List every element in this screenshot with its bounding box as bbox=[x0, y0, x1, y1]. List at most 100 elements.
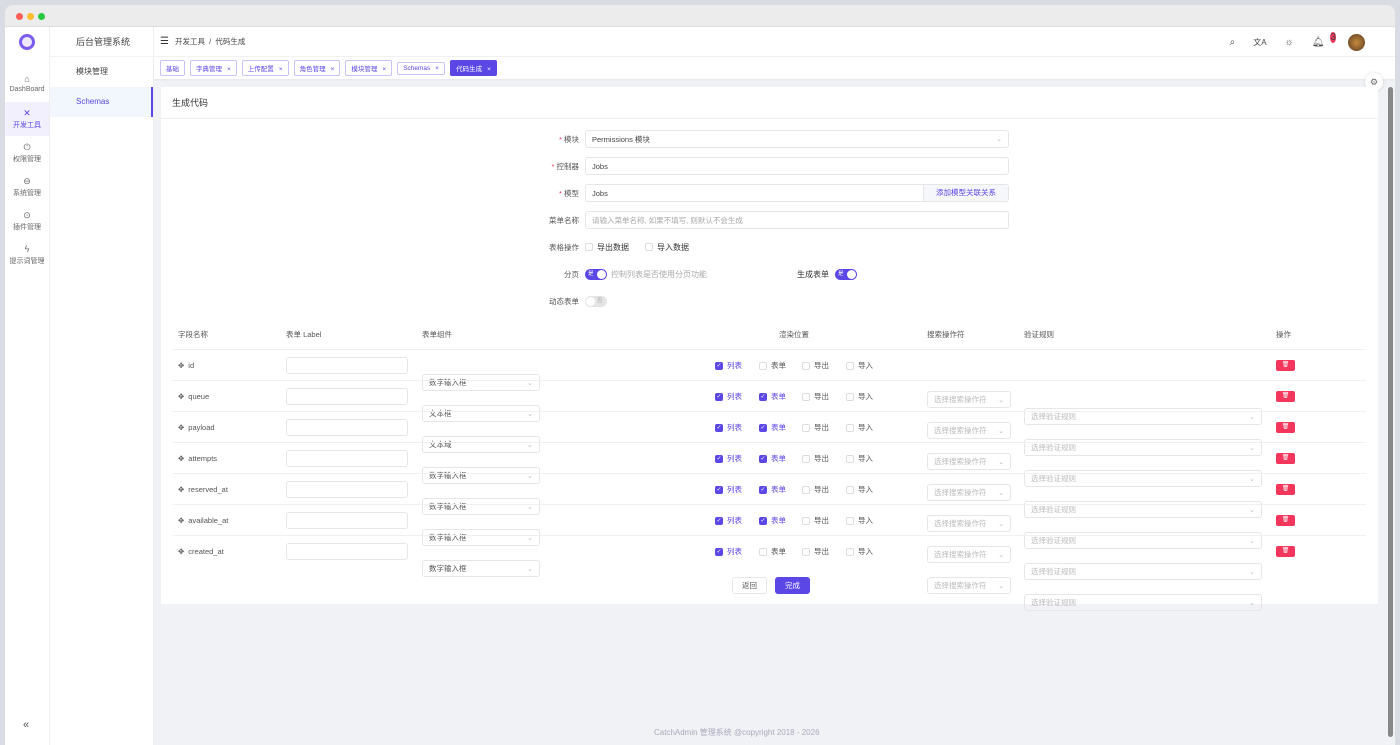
render-checkbox[interactable]: 导入 bbox=[846, 481, 873, 498]
delete-button[interactable]: 🗑︎ bbox=[1276, 546, 1295, 557]
close-window-button[interactable] bbox=[16, 13, 23, 20]
tab[interactable]: 基础 bbox=[160, 60, 185, 76]
tab[interactable]: Schemas × bbox=[397, 61, 446, 75]
search-operator-select[interactable]: 选择搜索操作符 ⌄ bbox=[927, 577, 1011, 594]
render-checkbox[interactable]: 导入 bbox=[846, 512, 873, 529]
render-checkbox[interactable]: 导出 bbox=[802, 481, 829, 498]
tab[interactable]: 上传配置 × bbox=[241, 60, 289, 76]
search-operator-select[interactable]: 选择搜索操作符 ⌄ bbox=[927, 515, 1011, 532]
search-operator-select[interactable]: 选择搜索操作符 ⌄ bbox=[927, 484, 1011, 501]
breadcrumb-item[interactable]: 开发工具 bbox=[174, 37, 205, 46]
close-icon[interactable]: × bbox=[278, 66, 283, 73]
label-input[interactable] bbox=[286, 512, 408, 529]
drag-handle-icon[interactable]: ✥ bbox=[178, 454, 185, 463]
component-select[interactable]: 数字输入框 ⌄ bbox=[422, 560, 540, 577]
tab[interactable]: 代码生成 × bbox=[450, 60, 497, 76]
label-input[interactable] bbox=[286, 388, 408, 405]
delete-button[interactable]: 🗑︎ bbox=[1276, 360, 1295, 371]
search-operator-select[interactable]: 选择搜索操作符 ⌄ bbox=[927, 453, 1011, 470]
render-checkbox[interactable]: ✓ 列表 bbox=[715, 361, 742, 370]
label-input[interactable] bbox=[286, 419, 408, 436]
translate-icon[interactable]: 文A bbox=[1253, 38, 1267, 47]
delete-button[interactable]: 🗑︎ bbox=[1276, 484, 1295, 495]
render-checkbox[interactable]: 导出 bbox=[802, 419, 829, 436]
finish-button[interactable]: 完成 bbox=[775, 577, 810, 594]
render-checkbox[interactable]: 表单 bbox=[759, 543, 786, 560]
component-select[interactable]: 文本域 ⌄ bbox=[422, 436, 540, 453]
label-input[interactable] bbox=[286, 543, 408, 560]
scrollbar[interactable] bbox=[1388, 87, 1393, 737]
render-checkbox[interactable]: 导出 bbox=[802, 388, 829, 405]
model-input[interactable]: Jobs 添加模型关联关系 bbox=[585, 184, 1009, 202]
render-checkbox[interactable]: ✓ 列表 bbox=[715, 547, 742, 556]
close-icon[interactable]: × bbox=[382, 66, 387, 73]
delete-button[interactable]: 🗑︎ bbox=[1276, 391, 1295, 402]
validation-rule-select[interactable]: 选择验证规则 ⌄ bbox=[1024, 594, 1262, 611]
bell-icon[interactable]: 🔔︎ 3 bbox=[1311, 32, 1336, 48]
validation-rule-select[interactable]: 选择验证规则 ⌄ bbox=[1024, 439, 1262, 456]
label-input[interactable] bbox=[286, 481, 408, 498]
drag-handle-icon[interactable]: ✥ bbox=[178, 361, 185, 370]
render-checkbox[interactable]: ✓ 列表 bbox=[715, 485, 742, 494]
paginate-switch[interactable]: 是 bbox=[585, 268, 607, 280]
render-checkbox[interactable]: ✓ 表单 bbox=[759, 392, 786, 401]
theme-sun-icon[interactable]: ☼ bbox=[1284, 37, 1294, 48]
search-operator-select[interactable]: 选择搜索操作符 ⌄ bbox=[927, 422, 1011, 439]
render-checkbox[interactable]: 导出 bbox=[802, 512, 829, 529]
label-input[interactable] bbox=[286, 450, 408, 467]
render-checkbox[interactable]: 导入 bbox=[846, 357, 873, 374]
close-icon[interactable]: × bbox=[227, 66, 231, 73]
rail-item-1[interactable]: ✕ 开发工具 bbox=[5, 102, 49, 136]
rail-item-3[interactable]: ⊖ 系统管理 bbox=[5, 170, 49, 204]
close-icon[interactable]: × bbox=[330, 66, 335, 73]
rail-item-0[interactable]: ⌂ DashBoard bbox=[5, 68, 49, 102]
maximize-window-button[interactable] bbox=[38, 13, 45, 20]
add-model-relation-button[interactable]: 添加模型关联关系 bbox=[923, 185, 1008, 201]
avatar[interactable] bbox=[1348, 34, 1365, 51]
submenu-item[interactable]: Schemas bbox=[50, 87, 153, 117]
component-select[interactable]: 数字输入框 ⌄ bbox=[422, 374, 540, 391]
close-icon[interactable]: × bbox=[435, 64, 440, 72]
render-checkbox[interactable]: ✓ 列表 bbox=[715, 454, 742, 463]
search-operator-select[interactable]: 选择搜索操作符 ⌄ bbox=[927, 546, 1011, 563]
drag-handle-icon[interactable]: ✥ bbox=[178, 423, 185, 432]
delete-button[interactable]: 🗑︎ bbox=[1276, 515, 1295, 526]
render-checkbox[interactable]: ✓ 表单 bbox=[759, 516, 786, 525]
rail-item-4[interactable]: ⊙ 插件管理 bbox=[5, 204, 49, 238]
import-data-checkbox[interactable]: 导入数据 bbox=[645, 242, 689, 253]
search-icon[interactable]: ⌕ bbox=[1229, 37, 1236, 48]
tab[interactable]: 字典管理 × bbox=[190, 60, 237, 76]
close-icon[interactable]: × bbox=[487, 66, 491, 73]
menu-toggle-icon[interactable]: ☰ bbox=[160, 36, 169, 47]
rail-item-2[interactable]: ⏻ 权限管理 bbox=[5, 136, 49, 170]
delete-button[interactable]: 🗑︎ bbox=[1276, 453, 1295, 464]
rail-item-5[interactable]: ϟ 提示词管理 bbox=[5, 238, 49, 272]
validation-rule-select[interactable]: 选择验证规则 ⌄ bbox=[1024, 563, 1262, 580]
validation-rule-select[interactable]: 选择验证规则 ⌄ bbox=[1024, 501, 1262, 518]
render-checkbox[interactable]: 导入 bbox=[846, 543, 873, 560]
tab[interactable]: 角色管理 × bbox=[293, 60, 341, 76]
component-select[interactable]: 数字输入框 ⌄ bbox=[422, 529, 540, 546]
drag-handle-icon[interactable]: ✥ bbox=[178, 392, 185, 401]
dynamic-form-switch[interactable]: 否 bbox=[585, 295, 607, 307]
render-checkbox[interactable]: ✓ 列表 bbox=[715, 423, 742, 432]
module-select[interactable]: Permissions 模块 ⌄ bbox=[585, 130, 1009, 148]
render-checkbox[interactable]: 导出 bbox=[802, 543, 829, 560]
submenu-item[interactable]: 模块管理 bbox=[76, 67, 108, 76]
component-select[interactable]: 数字输入框 ⌄ bbox=[422, 467, 540, 484]
settings-gear-icon[interactable]: ⚙ bbox=[1365, 73, 1383, 91]
render-checkbox[interactable]: ✓ 列表 bbox=[715, 392, 742, 401]
collapse-sidebar-icon[interactable]: « bbox=[23, 719, 30, 731]
render-checkbox[interactable]: 导入 bbox=[846, 388, 873, 405]
component-select[interactable]: 文本框 ⌄ bbox=[422, 405, 540, 422]
render-checkbox[interactable]: 导入 bbox=[846, 419, 873, 436]
validation-rule-select[interactable]: 选择验证规则 ⌄ bbox=[1024, 470, 1262, 487]
render-checkbox[interactable]: 导入 bbox=[846, 450, 873, 467]
render-checkbox[interactable]: 导出 bbox=[802, 450, 829, 467]
export-data-checkbox[interactable]: 导出数据 bbox=[585, 242, 629, 253]
label-input[interactable] bbox=[286, 357, 408, 374]
render-checkbox[interactable]: ✓ 表单 bbox=[759, 423, 786, 432]
validation-rule-select[interactable]: 选择验证规则 ⌄ bbox=[1024, 532, 1262, 549]
render-checkbox[interactable]: 导出 bbox=[802, 357, 829, 374]
controller-input[interactable]: Jobs bbox=[585, 157, 1009, 175]
